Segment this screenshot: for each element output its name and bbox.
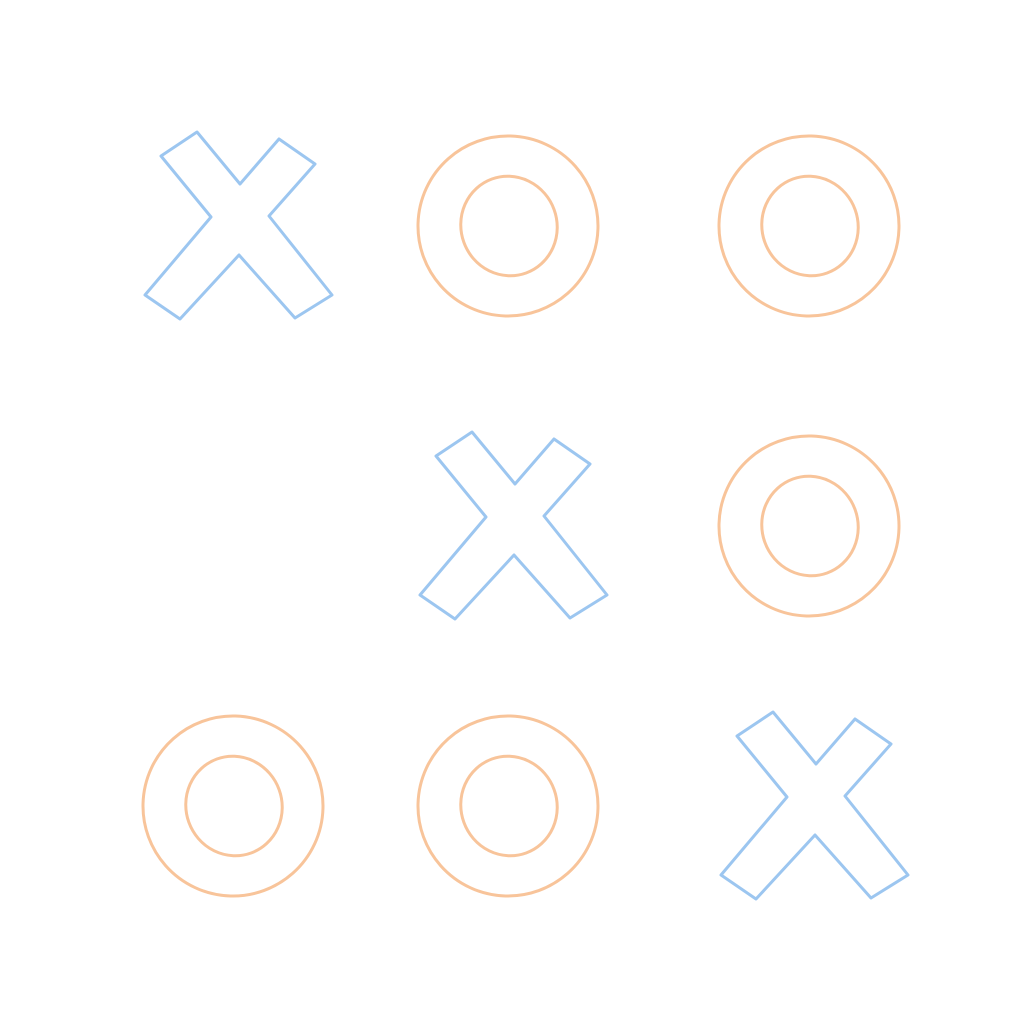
- o-mark-icon: [717, 434, 901, 618]
- o-mark-icon: [416, 134, 600, 318]
- x-mark-icon: [418, 430, 609, 621]
- board-cell-r2-c3[interactable]: [655, 382, 970, 666]
- board-cell-r3-c3[interactable]: [655, 666, 970, 966]
- o-mark-inner-ring: [760, 174, 860, 278]
- grid-lines: [44, 38, 970, 966]
- o-mark-outer-ring: [416, 134, 600, 318]
- cell-hit-area[interactable]: [655, 666, 970, 966]
- o-mark-inner-ring: [184, 754, 284, 858]
- o-mark-outer-ring: [416, 714, 600, 898]
- o-mark-inner-ring: [459, 174, 559, 278]
- cell-hit-area[interactable]: [44, 666, 376, 966]
- o-mark-icon: [416, 714, 600, 898]
- cell-hit-area[interactable]: [376, 38, 655, 382]
- board-cell-r1-c1[interactable]: [44, 38, 376, 382]
- o-mark-outer-ring: [141, 714, 325, 898]
- cell-hit-area[interactable]: [655, 38, 970, 382]
- o-mark-outer-ring: [717, 134, 901, 318]
- board-cell-r1-c2[interactable]: [376, 38, 655, 382]
- x-mark-icon: [719, 710, 910, 901]
- x-mark-icon: [143, 130, 334, 321]
- o-mark-icon: [717, 134, 901, 318]
- board-cell-r3-c2[interactable]: [376, 666, 655, 966]
- cell-hit-area[interactable]: [376, 382, 655, 666]
- board-cell-r1-c3[interactable]: [655, 38, 970, 382]
- o-mark-inner-ring: [760, 474, 860, 578]
- o-mark-outer-ring: [717, 434, 901, 618]
- o-mark-icon: [141, 714, 325, 898]
- board-cells: [44, 38, 970, 966]
- cell-hit-area[interactable]: [44, 38, 376, 382]
- board-cell-r2-c2[interactable]: [376, 382, 655, 666]
- cell-hit-area[interactable]: [44, 382, 376, 666]
- board-cell-r3-c1[interactable]: [44, 666, 376, 966]
- board-cell-r2-c1[interactable]: [44, 382, 376, 666]
- cell-hit-area[interactable]: [655, 382, 970, 666]
- o-mark-inner-ring: [459, 754, 559, 858]
